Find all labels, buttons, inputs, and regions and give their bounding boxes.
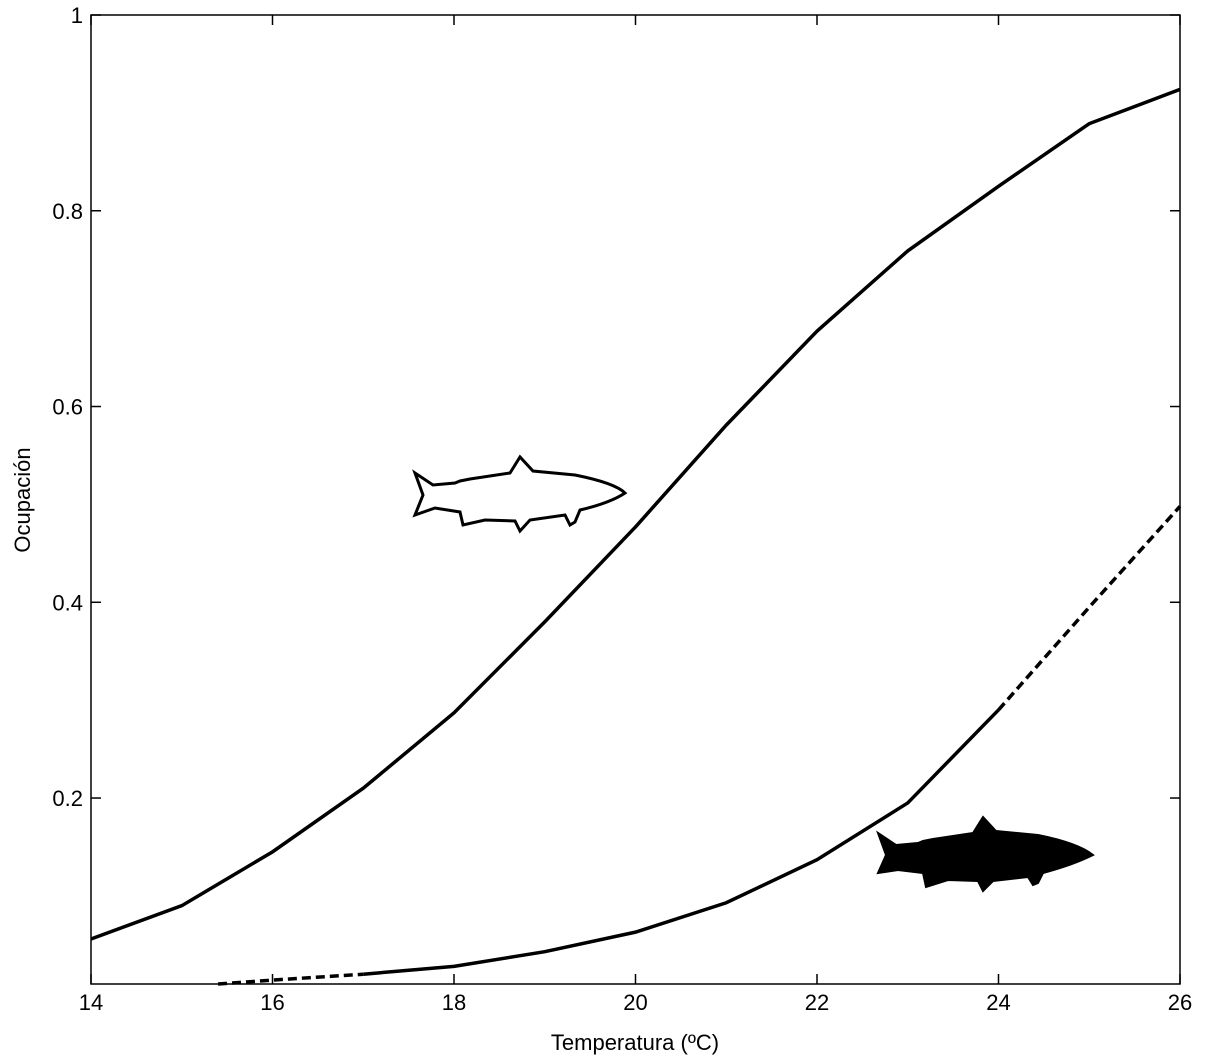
x-tick-label: 16 bbox=[260, 990, 284, 1015]
white-fish-icon bbox=[412, 454, 628, 534]
x-tick-label: 26 bbox=[1168, 990, 1192, 1015]
x-tick-label: 14 bbox=[79, 990, 103, 1015]
curve bbox=[217, 972, 364, 986]
y-axis-label: Ocupación bbox=[10, 447, 35, 552]
x-tick-label: 24 bbox=[986, 990, 1010, 1015]
curve bbox=[997, 505, 1182, 712]
x-tick-label: 22 bbox=[805, 990, 829, 1015]
y-tick-label: 0.4 bbox=[52, 590, 83, 615]
x-axis-label: Temperatura (ºC) bbox=[551, 1030, 719, 1055]
x-tick-label: 18 bbox=[442, 990, 466, 1015]
y-tick-label: 0.8 bbox=[52, 199, 83, 224]
y-tick-label: 0.6 bbox=[52, 395, 83, 420]
curve bbox=[90, 87, 1181, 941]
y-tick-label: 0.2 bbox=[52, 786, 83, 811]
black-fish-icon bbox=[876, 815, 1095, 893]
x-tick-label: 20 bbox=[623, 990, 647, 1015]
y-tick-label: 1 bbox=[71, 3, 83, 28]
curve bbox=[363, 708, 1000, 976]
